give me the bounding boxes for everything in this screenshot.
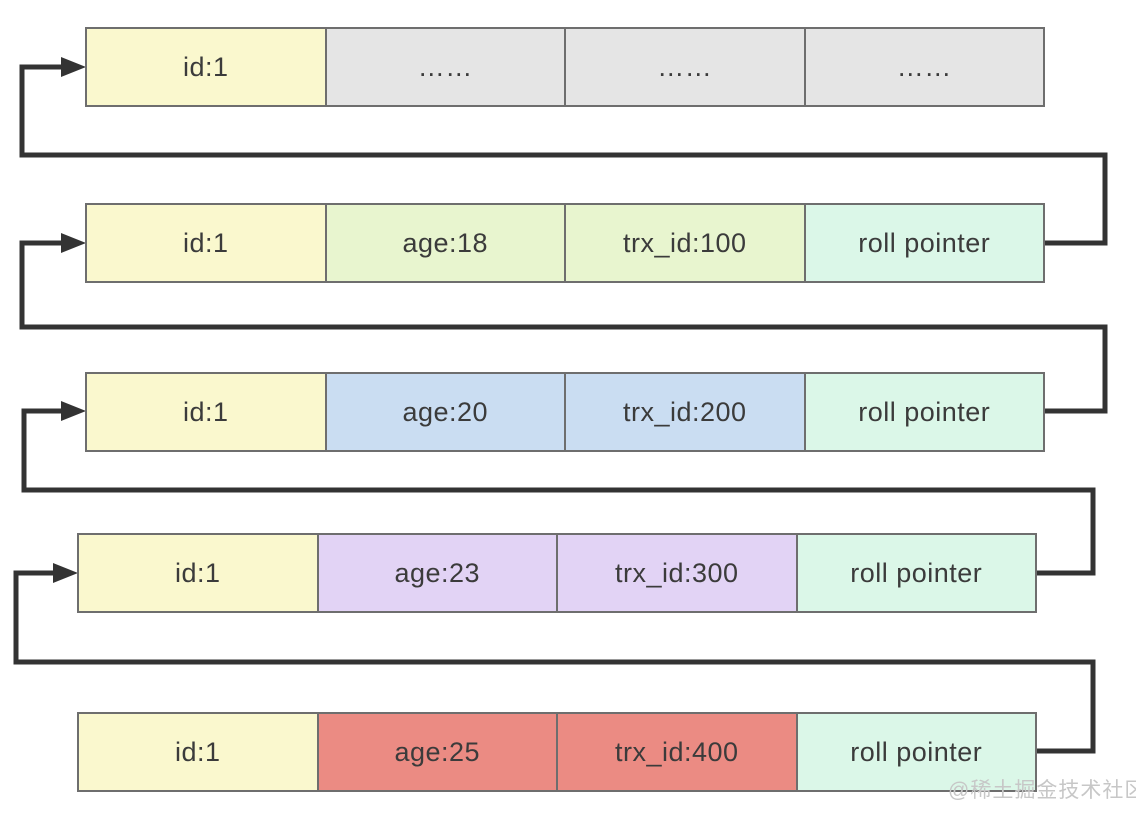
cell-trx-id: trx_id:400 <box>556 714 796 790</box>
cell-roll-pointer: roll pointer <box>803 374 1043 450</box>
version-row-trx200: id:1 age:20 trx_id:200 roll pointer <box>85 372 1045 452</box>
arrowhead-icon <box>61 401 86 421</box>
connector-line <box>21 408 1096 576</box>
version-row-trx400: id:1 age:25 trx_id:400 roll pointer <box>77 712 1037 792</box>
cell-roll-pointer: roll pointer <box>795 714 1035 790</box>
connector-trx400-to-trx300 <box>13 563 1096 754</box>
cell-id: id:1 <box>87 374 325 450</box>
record-row-top: id:1 …… …… …… <box>85 27 1045 107</box>
cell-age: age:23 <box>316 535 556 611</box>
connector-trx300-to-trx200 <box>21 401 1096 576</box>
cell-trx-id: trx_id:100 <box>564 205 804 281</box>
watermark: @稀土掘金技术社区 <box>948 779 1136 802</box>
cell-trx-id: trx_id:200 <box>564 374 804 450</box>
cell-trx-id: trx_id:300 <box>556 535 796 611</box>
cell-ellipsis: …… <box>324 29 564 105</box>
connector-trx100-to-record <box>19 57 1108 246</box>
connector-line <box>19 240 1108 414</box>
cell-ellipsis: …… <box>803 29 1043 105</box>
version-row-trx300: id:1 age:23 trx_id:300 roll pointer <box>77 533 1037 613</box>
connector-line <box>19 64 1108 246</box>
arrowhead-icon <box>61 233 86 253</box>
cell-id: id:1 <box>87 205 325 281</box>
cell-id: id:1 <box>79 714 317 790</box>
cell-age: age:18 <box>324 205 564 281</box>
cell-ellipsis: …… <box>564 29 804 105</box>
cell-age: age:20 <box>324 374 564 450</box>
arrowhead-icon <box>61 57 86 77</box>
cell-roll-pointer: roll pointer <box>803 205 1043 281</box>
cell-age: age:25 <box>316 714 556 790</box>
cell-id: id:1 <box>79 535 317 611</box>
cell-roll-pointer: roll pointer <box>795 535 1035 611</box>
version-row-trx100: id:1 age:18 trx_id:100 roll pointer <box>85 203 1045 283</box>
arrowhead-icon <box>53 563 78 583</box>
cell-id: id:1 <box>87 29 325 105</box>
connector-line <box>13 570 1096 754</box>
connector-trx200-to-trx100 <box>19 233 1108 414</box>
